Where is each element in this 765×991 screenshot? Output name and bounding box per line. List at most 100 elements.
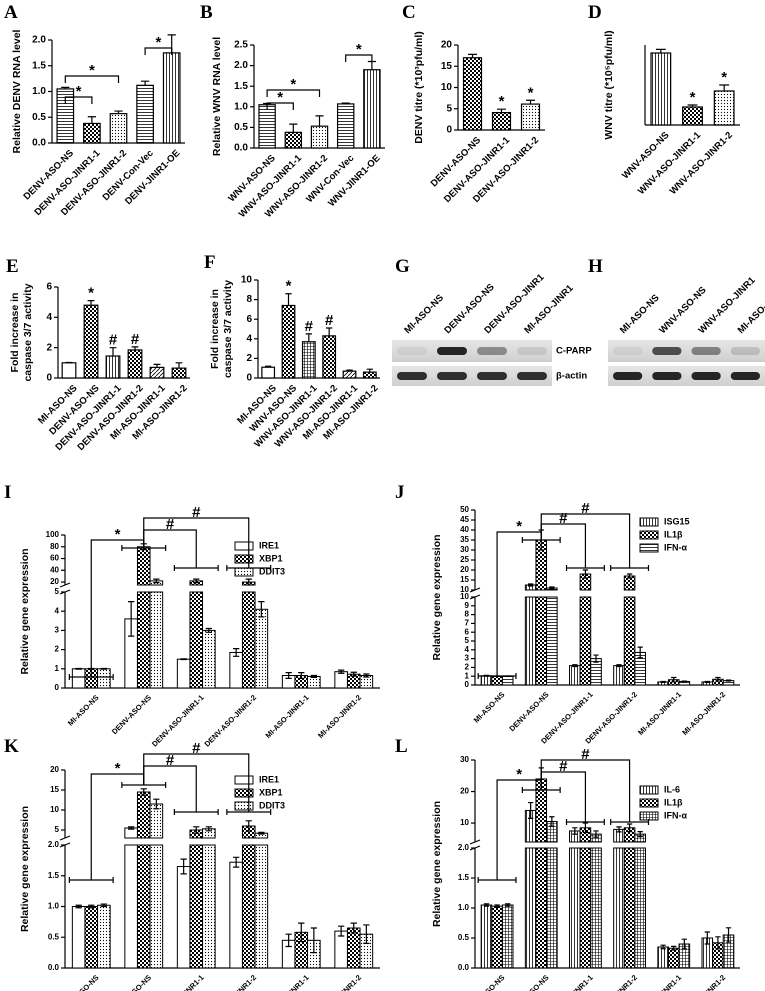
x-tick-label: MI-ASO-JINR1-1 xyxy=(636,690,683,737)
bar xyxy=(501,904,514,969)
x-tick-label: MI-ASO-JINR1-2 xyxy=(680,973,727,991)
error-bar xyxy=(366,368,373,373)
error-bar xyxy=(582,569,589,579)
y-tick-label: 2 xyxy=(465,663,470,672)
error-bar xyxy=(326,327,333,336)
legend-swatch xyxy=(639,543,659,553)
error-bar xyxy=(338,669,345,674)
legend-label: IL1β xyxy=(664,797,683,807)
blot-band xyxy=(691,347,721,355)
error-bar xyxy=(528,801,534,819)
legend-swatch xyxy=(639,811,659,821)
error-bar xyxy=(175,362,183,369)
y-tick-label: 6 xyxy=(246,314,252,325)
blot-band xyxy=(613,372,643,380)
error-bar xyxy=(725,927,732,943)
error-bar xyxy=(715,676,721,682)
legend-label: DDIT3 xyxy=(259,800,285,810)
bracket xyxy=(143,517,250,568)
panel-label: A xyxy=(4,2,18,23)
y-tick-label: 1.5 xyxy=(234,81,248,92)
bar xyxy=(667,947,680,969)
error-bar xyxy=(140,788,147,796)
y-tick-label: 30 xyxy=(460,545,469,554)
bar xyxy=(336,103,355,149)
bar xyxy=(623,847,636,969)
legend-label: IRE1 xyxy=(259,774,279,784)
error-bar xyxy=(153,363,161,368)
significance-mark: # xyxy=(581,500,590,517)
bar xyxy=(97,904,111,969)
bar xyxy=(241,591,256,689)
y-tick-label: 0 xyxy=(465,680,470,689)
error-bar xyxy=(310,674,317,679)
blot-band xyxy=(437,347,467,355)
significance-mark: # xyxy=(305,318,314,335)
bar xyxy=(462,57,483,131)
error-bar xyxy=(549,816,555,827)
legend-swatch xyxy=(234,554,254,564)
x-tick-label: WNV-ASO-JINR1-1 xyxy=(542,973,595,991)
bar xyxy=(229,861,243,969)
error-bar xyxy=(497,108,506,113)
bar xyxy=(254,844,269,969)
error-bar xyxy=(109,347,117,357)
x-tick-label: MI-ASO-JINR1-2 xyxy=(316,693,363,740)
error-bar xyxy=(131,346,139,350)
error-bar xyxy=(494,904,500,908)
blot-background xyxy=(608,340,765,362)
blot-band xyxy=(437,372,467,380)
y-tick-label: 40 xyxy=(460,525,469,534)
band-label-bg xyxy=(554,368,606,384)
bar xyxy=(241,844,256,969)
bar xyxy=(71,668,86,689)
y-tick-label: 1.0 xyxy=(48,902,60,911)
significance-mark: * xyxy=(499,93,505,110)
significance-mark: # xyxy=(166,752,175,769)
y-axis-label: caspase 3/7 activity xyxy=(222,280,234,378)
error-bar xyxy=(100,903,107,908)
y-tick-label: 40 xyxy=(50,565,59,574)
bar xyxy=(322,335,337,379)
y-tick-label: 0.0 xyxy=(32,138,46,149)
blot-band xyxy=(652,372,682,380)
error-bar xyxy=(626,573,633,579)
y-tick-label: 80 xyxy=(50,542,59,551)
legend-label: XBP1 xyxy=(259,553,283,563)
error-bar xyxy=(655,48,666,53)
error-bar xyxy=(265,365,272,368)
error-bar xyxy=(346,369,353,372)
bar xyxy=(189,591,204,689)
bar xyxy=(61,362,77,379)
blot-band xyxy=(397,372,427,380)
bar xyxy=(363,69,381,149)
bracket xyxy=(540,523,587,568)
bar xyxy=(491,905,503,969)
error-bar xyxy=(153,798,160,810)
x-tick-label: DENV-ASO-JINR1-2 xyxy=(203,693,259,749)
y-tick-label: 0.0 xyxy=(234,143,248,154)
bar xyxy=(524,847,537,969)
bar xyxy=(535,847,548,969)
error-bar xyxy=(180,658,187,661)
y-tick-label: 1.5 xyxy=(48,871,60,880)
y-tick-label: 3 xyxy=(55,626,60,635)
bar xyxy=(136,591,151,689)
legend-swatch xyxy=(639,798,659,808)
legend-swatch xyxy=(639,785,659,795)
y-tick-label: 1 xyxy=(55,664,60,673)
bracket xyxy=(64,75,120,83)
blot-background xyxy=(392,366,552,386)
bracket xyxy=(64,96,93,104)
bar xyxy=(97,668,111,689)
bar xyxy=(590,847,602,969)
error-bar xyxy=(363,673,370,678)
y-axis-label: Relative DENV RNA level xyxy=(11,29,23,153)
panel-label: L xyxy=(395,736,408,757)
error-bar xyxy=(549,586,555,590)
error-bar xyxy=(715,936,721,950)
bar xyxy=(346,927,361,969)
error-bar xyxy=(153,578,160,584)
y-axis-label: Relative gene expression xyxy=(431,534,443,660)
y-axis-label: caspase 3/7 activity xyxy=(22,283,34,381)
